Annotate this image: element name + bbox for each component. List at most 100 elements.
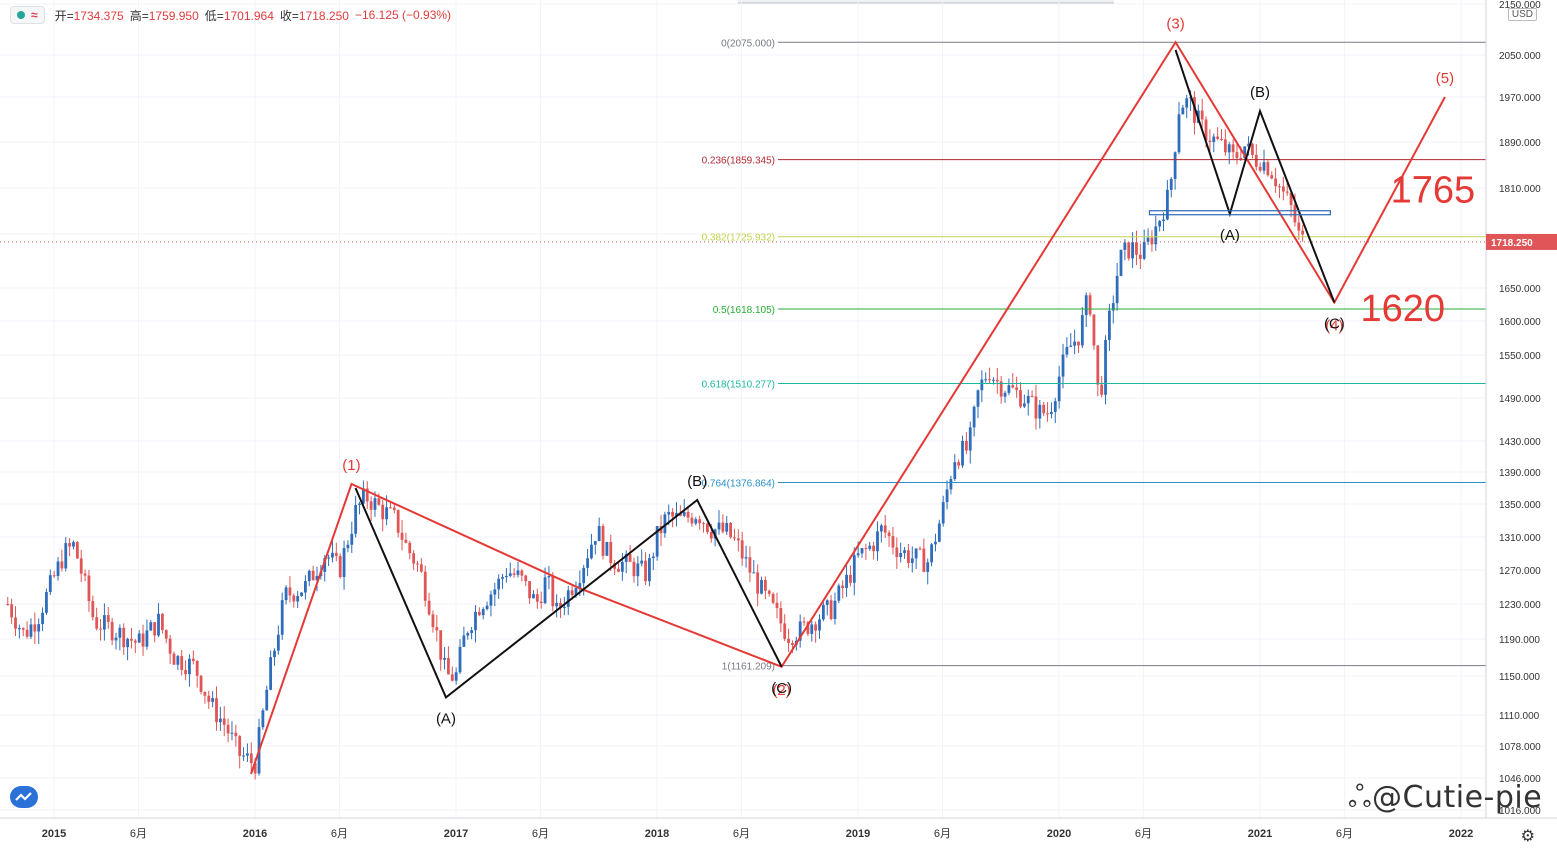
- time-tick-label: 2022: [1449, 828, 1473, 840]
- time-tick-label: 6月: [130, 828, 147, 840]
- candle-body: [582, 567, 586, 584]
- fib-level-label: 1(1161.209): [722, 662, 775, 673]
- candle-body: [953, 462, 957, 480]
- price-tick-label: 2050.000: [1499, 51, 1541, 62]
- currency-badge[interactable]: USD: [1507, 8, 1537, 21]
- gear-icon[interactable]: ⚙: [1520, 828, 1535, 845]
- candle-body: [1216, 136, 1220, 139]
- candle-body: [520, 570, 524, 576]
- candle-body: [1096, 345, 1100, 385]
- red-impulse-wave: [250, 40, 1446, 775]
- candle-body: [964, 440, 968, 451]
- candle-body: [265, 689, 269, 711]
- candle-body: [1278, 186, 1281, 188]
- candle-body: [1007, 385, 1011, 393]
- candle-body: [130, 638, 133, 641]
- candle-body: [1251, 143, 1254, 155]
- price-tick-label: 1190.000: [1499, 635, 1540, 646]
- candle-body: [725, 522, 729, 532]
- candle-body: [949, 479, 953, 490]
- candle-body: [624, 554, 628, 562]
- candle-body: [988, 379, 991, 381]
- candle-body: [1057, 376, 1061, 402]
- candle-body: [381, 504, 385, 520]
- candle-body: [284, 587, 288, 601]
- tradingview-logo-icon[interactable]: [10, 786, 38, 808]
- candle-body: [957, 462, 961, 466]
- candle-body: [864, 548, 868, 550]
- candle-body: [995, 379, 999, 382]
- candle-body: [849, 574, 852, 583]
- candle-body: [323, 558, 327, 572]
- candle-body: [1204, 119, 1208, 141]
- candle-body: [980, 379, 984, 391]
- candle-body: [856, 553, 860, 556]
- candle-body: [164, 630, 168, 639]
- elliott-wave-drawings[interactable]: (1) (2) (3) (4) (5) (A) (B) (C) (A) (B) (C) 1765 162…: [250, 15, 1475, 775]
- candle-body: [470, 630, 474, 633]
- time-tick-label: 6月: [532, 828, 549, 840]
- time-axis[interactable]: 2015 6月 2016 6月 2017 6月 2018 6月 2019 6月 2020 6月 2021…: [0, 817, 1557, 848]
- candle-body: [75, 542, 79, 559]
- candle-body: [79, 558, 83, 574]
- candle-body: [99, 628, 102, 630]
- candle-body: [218, 718, 222, 723]
- price-axis[interactable]: 1718.250 2150.000 2050.000 1970.000 1890.000…: [0, 0, 1557, 818]
- price-tick-label: 1550.000: [1499, 351, 1541, 362]
- time-axis-bg: [0, 818, 1557, 848]
- candle-body: [636, 563, 640, 577]
- candle-body: [787, 638, 790, 643]
- candle-body: [922, 548, 926, 572]
- candle-body: [1150, 237, 1154, 245]
- symbol-status-button[interactable]: ≈: [10, 6, 45, 24]
- candle-body: [242, 755, 245, 757]
- candle-body: [1270, 175, 1274, 179]
- candle-body: [385, 507, 388, 520]
- candle-body: [756, 572, 760, 594]
- candle-body: [1127, 242, 1131, 259]
- fibonacci-retracement[interactable]: 0(2075.000) 0.236(1859.345) 0.382(1725.932…: [702, 38, 1486, 673]
- price-tick-label: 1046.000: [1499, 774, 1541, 785]
- candle-body: [1142, 241, 1146, 259]
- candle-body: [1092, 314, 1096, 346]
- candle-body: [1231, 144, 1235, 153]
- candle-body: [837, 585, 841, 601]
- candle-body: [907, 550, 910, 564]
- candle-body: [215, 698, 218, 723]
- candle-body: [103, 615, 106, 630]
- candle-body: [1042, 404, 1046, 414]
- candle-body: [895, 547, 899, 558]
- black-wave-label: (B): [687, 473, 707, 490]
- candle-body: [821, 604, 825, 620]
- candle-body: [879, 525, 883, 532]
- candle-body: [269, 657, 273, 690]
- time-tick-label: 6月: [1336, 828, 1353, 840]
- candle-body: [52, 575, 56, 577]
- candle-body: [887, 532, 891, 537]
- candle-body: [458, 646, 462, 673]
- candle-body: [1131, 242, 1134, 259]
- candle-body: [505, 575, 508, 578]
- candle-body: [122, 627, 126, 648]
- candle-body: [748, 557, 752, 573]
- candle-body: [655, 525, 659, 557]
- candle-body: [68, 543, 72, 547]
- candle-body: [937, 523, 941, 542]
- candle-body: [373, 498, 377, 510]
- candle-body: [999, 381, 1003, 397]
- candle-body: [1111, 303, 1115, 311]
- candle-body: [570, 590, 574, 595]
- candle-body: [1135, 242, 1138, 255]
- candle-body: [261, 710, 265, 728]
- candle-body: [663, 514, 667, 534]
- candle-body: [574, 588, 578, 595]
- candle-body: [203, 691, 207, 696]
- candle-body: [1026, 395, 1030, 404]
- candle-body: [524, 575, 528, 582]
- candle-body: [72, 542, 75, 547]
- fib-level-label: 0.382(1725.932): [702, 233, 775, 244]
- price-tick-label: 1310.000: [1499, 533, 1541, 544]
- price-tick-label: 1230.000: [1499, 600, 1541, 611]
- red-wave-label: (3): [1166, 15, 1184, 32]
